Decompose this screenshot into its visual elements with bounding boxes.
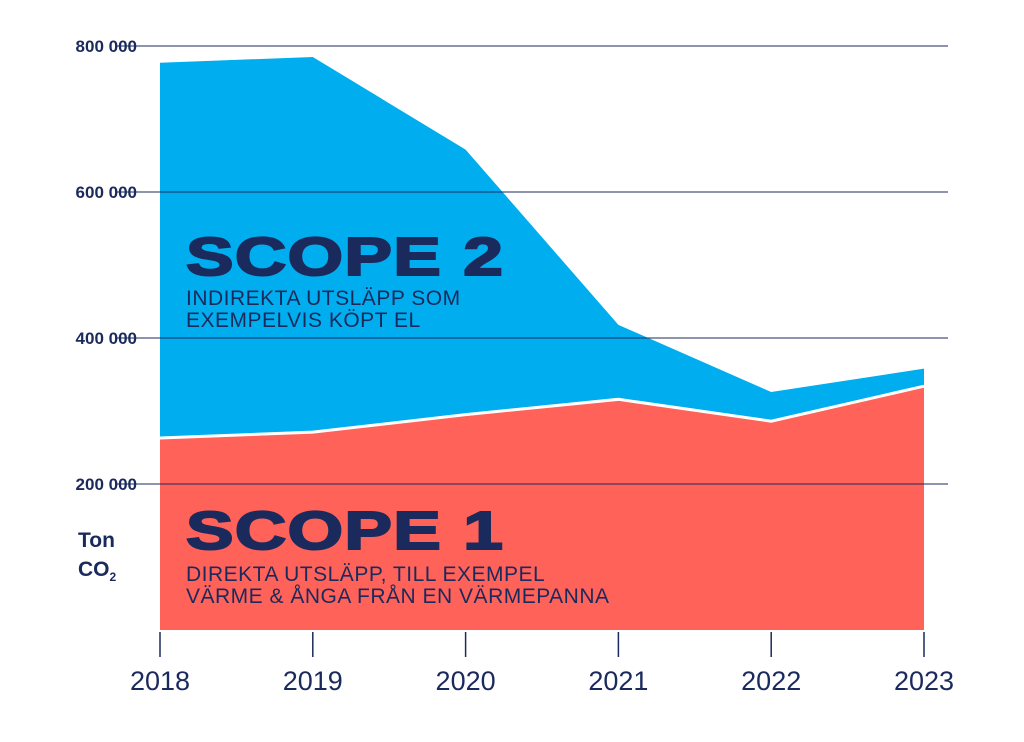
x-tick-label: 2022 bbox=[741, 666, 801, 696]
area-scope-1 bbox=[160, 386, 924, 630]
scope2-description: INDIREKTA UTSLÄPP SOM EXEMPELVIS KÖPT EL bbox=[186, 288, 461, 332]
y-axis-unit-line2: CO2 bbox=[78, 555, 116, 592]
unit-subscript: 2 bbox=[109, 570, 117, 585]
y-axis-unit: Ton CO2 bbox=[78, 526, 116, 592]
scope2-title: SCOPE 2 bbox=[185, 227, 505, 287]
y-axis-unit-line1: Ton bbox=[78, 529, 115, 552]
scope1-description: DIREKTA UTSLÄPP, TILL EXEMPEL VÄRME & ÅN… bbox=[186, 564, 610, 608]
scope1-desc-line1: DIREKTA UTSLÄPP, TILL EXEMPEL bbox=[186, 563, 546, 586]
y-tick-label: 800 000 bbox=[76, 37, 137, 56]
y-tick-label: 400 000 bbox=[76, 329, 137, 348]
x-tick-label: 2018 bbox=[130, 666, 190, 696]
x-tick-label: 2020 bbox=[436, 666, 496, 696]
area-scope-2 bbox=[160, 56, 924, 439]
unit-co: CO bbox=[78, 558, 110, 581]
x-tick-label: 2019 bbox=[283, 666, 343, 696]
series-divider-line bbox=[159, 384, 925, 440]
y-tick-label: 200 000 bbox=[76, 475, 137, 494]
scope2-desc-line1: INDIREKTA UTSLÄPP SOM bbox=[186, 287, 461, 310]
y-tick-label: 600 000 bbox=[76, 183, 137, 202]
scope1-desc-line2: VÄRME & ÅNGA FRÅN EN VÄRMEPANNA bbox=[186, 585, 610, 608]
x-tick-label: 2021 bbox=[588, 666, 648, 696]
scope2-desc-line2: EXEMPELVIS KÖPT EL bbox=[186, 309, 421, 332]
x-tick-label: 2023 bbox=[894, 666, 954, 696]
scope1-title: SCOPE 1 bbox=[185, 501, 505, 561]
